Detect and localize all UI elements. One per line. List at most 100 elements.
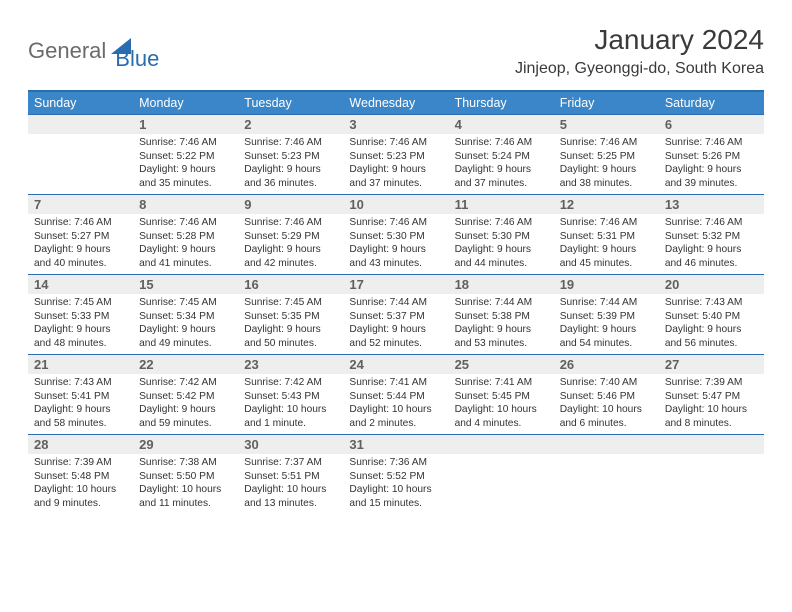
day-line: Sunset: 5:48 PM — [34, 470, 127, 484]
day-line: and 35 minutes. — [139, 177, 232, 191]
day-cell: 10Sunrise: 7:46 AMSunset: 5:30 PMDayligh… — [343, 195, 448, 274]
day-line: and 9 minutes. — [34, 497, 127, 511]
day-cell: 9Sunrise: 7:46 AMSunset: 5:29 PMDaylight… — [238, 195, 343, 274]
day-body: Sunrise: 7:45 AMSunset: 5:35 PMDaylight:… — [238, 294, 343, 354]
day-body: Sunrise: 7:41 AMSunset: 5:44 PMDaylight:… — [343, 374, 448, 434]
day-body — [28, 134, 133, 140]
day-body: Sunrise: 7:46 AMSunset: 5:26 PMDaylight:… — [659, 134, 764, 194]
day-line: Sunset: 5:41 PM — [34, 390, 127, 404]
day-line: and 44 minutes. — [455, 257, 548, 271]
day-body: Sunrise: 7:43 AMSunset: 5:40 PMDaylight:… — [659, 294, 764, 354]
day-body: Sunrise: 7:44 AMSunset: 5:37 PMDaylight:… — [343, 294, 448, 354]
day-line: Sunset: 5:25 PM — [560, 150, 653, 164]
day-line: Daylight: 9 hours — [139, 403, 232, 417]
week-row: 7Sunrise: 7:46 AMSunset: 5:27 PMDaylight… — [28, 194, 764, 274]
day-line: Daylight: 9 hours — [665, 163, 758, 177]
day-line: Daylight: 9 hours — [349, 163, 442, 177]
day-cell: 22Sunrise: 7:42 AMSunset: 5:42 PMDayligh… — [133, 355, 238, 434]
day-line: Sunrise: 7:46 AM — [349, 216, 442, 230]
day-number: 10 — [343, 195, 448, 214]
day-line: and 37 minutes. — [349, 177, 442, 191]
day-cell: 29Sunrise: 7:38 AMSunset: 5:50 PMDayligh… — [133, 435, 238, 514]
day-line: Sunset: 5:42 PM — [139, 390, 232, 404]
day-body: Sunrise: 7:36 AMSunset: 5:52 PMDaylight:… — [343, 454, 448, 514]
day-line: Daylight: 10 hours — [349, 403, 442, 417]
day-line: Daylight: 10 hours — [455, 403, 548, 417]
day-body: Sunrise: 7:46 AMSunset: 5:28 PMDaylight:… — [133, 214, 238, 274]
day-body: Sunrise: 7:46 AMSunset: 5:31 PMDaylight:… — [554, 214, 659, 274]
day-body — [449, 454, 554, 460]
day-number: 14 — [28, 275, 133, 294]
day-number: 21 — [28, 355, 133, 374]
day-line: Sunset: 5:23 PM — [244, 150, 337, 164]
day-number: 29 — [133, 435, 238, 454]
day-line: Daylight: 9 hours — [34, 323, 127, 337]
day-line: Sunrise: 7:43 AM — [34, 376, 127, 390]
day-cell: 5Sunrise: 7:46 AMSunset: 5:25 PMDaylight… — [554, 115, 659, 194]
day-number: 13 — [659, 195, 764, 214]
day-cell: 31Sunrise: 7:36 AMSunset: 5:52 PMDayligh… — [343, 435, 448, 514]
day-line: Sunset: 5:24 PM — [455, 150, 548, 164]
day-line: Sunrise: 7:46 AM — [560, 216, 653, 230]
day-body: Sunrise: 7:45 AMSunset: 5:33 PMDaylight:… — [28, 294, 133, 354]
day-line: and 52 minutes. — [349, 337, 442, 351]
day-body: Sunrise: 7:46 AMSunset: 5:30 PMDaylight:… — [343, 214, 448, 274]
day-line: and 13 minutes. — [244, 497, 337, 511]
day-line: and 37 minutes. — [455, 177, 548, 191]
day-cell: 16Sunrise: 7:45 AMSunset: 5:35 PMDayligh… — [238, 275, 343, 354]
day-line: Sunset: 5:33 PM — [34, 310, 127, 324]
day-line: Daylight: 9 hours — [455, 323, 548, 337]
day-cell: 28Sunrise: 7:39 AMSunset: 5:48 PMDayligh… — [28, 435, 133, 514]
brand-logo: General Blue — [28, 24, 159, 72]
day-line: Daylight: 10 hours — [244, 403, 337, 417]
dow-thursday: Thursday — [449, 92, 554, 114]
day-cell: 24Sunrise: 7:41 AMSunset: 5:44 PMDayligh… — [343, 355, 448, 434]
day-number: 5 — [554, 115, 659, 134]
day-cell — [659, 435, 764, 514]
day-line: Daylight: 9 hours — [455, 243, 548, 257]
day-line: Sunrise: 7:46 AM — [455, 216, 548, 230]
day-line: Sunset: 5:50 PM — [139, 470, 232, 484]
day-number: 17 — [343, 275, 448, 294]
day-line: Daylight: 9 hours — [34, 403, 127, 417]
day-line: and 40 minutes. — [34, 257, 127, 271]
day-body: Sunrise: 7:46 AMSunset: 5:29 PMDaylight:… — [238, 214, 343, 274]
day-line: Sunset: 5:43 PM — [244, 390, 337, 404]
day-line: Sunset: 5:40 PM — [665, 310, 758, 324]
day-body: Sunrise: 7:45 AMSunset: 5:34 PMDaylight:… — [133, 294, 238, 354]
day-line: Daylight: 9 hours — [560, 323, 653, 337]
day-line: Sunrise: 7:45 AM — [34, 296, 127, 310]
day-number — [28, 115, 133, 134]
day-cell: 18Sunrise: 7:44 AMSunset: 5:38 PMDayligh… — [449, 275, 554, 354]
day-body — [554, 454, 659, 460]
day-line: and 53 minutes. — [455, 337, 548, 351]
day-line: Sunrise: 7:42 AM — [244, 376, 337, 390]
day-line: Sunrise: 7:46 AM — [244, 216, 337, 230]
day-body: Sunrise: 7:44 AMSunset: 5:39 PMDaylight:… — [554, 294, 659, 354]
day-line: Sunset: 5:30 PM — [349, 230, 442, 244]
day-line: Sunset: 5:37 PM — [349, 310, 442, 324]
day-body: Sunrise: 7:37 AMSunset: 5:51 PMDaylight:… — [238, 454, 343, 514]
dow-sunday: Sunday — [28, 92, 133, 114]
day-line: Daylight: 9 hours — [349, 243, 442, 257]
weeks-container: 1Sunrise: 7:46 AMSunset: 5:22 PMDaylight… — [28, 114, 764, 514]
day-number: 7 — [28, 195, 133, 214]
day-line: Sunrise: 7:46 AM — [560, 136, 653, 150]
day-number: 24 — [343, 355, 448, 374]
day-number: 2 — [238, 115, 343, 134]
day-cell: 21 Sunrise: 7:43 AMSunset: 5:41 PMDayligh… — [28, 355, 133, 434]
day-line: Sunrise: 7:46 AM — [455, 136, 548, 150]
day-cell: 23Sunrise: 7:42 AMSunset: 5:43 PMDayligh… — [238, 355, 343, 434]
day-line: Sunrise: 7:41 AM — [455, 376, 548, 390]
day-cell: 3Sunrise: 7:46 AMSunset: 5:23 PMDaylight… — [343, 115, 448, 194]
day-line: Sunrise: 7:38 AM — [139, 456, 232, 470]
day-line: Sunset: 5:39 PM — [560, 310, 653, 324]
page: General Blue January 2024 Jinjeop, Gyeon… — [0, 0, 792, 538]
day-line: Sunrise: 7:46 AM — [139, 136, 232, 150]
day-cell: 20Sunrise: 7:43 AMSunset: 5:40 PMDayligh… — [659, 275, 764, 354]
day-cell: 8Sunrise: 7:46 AMSunset: 5:28 PMDaylight… — [133, 195, 238, 274]
week-row: 21Sunrise: 7:43 AMSunset: 5:41 PMDayligh… — [28, 354, 764, 434]
day-line: Sunset: 5:29 PM — [244, 230, 337, 244]
day-body: Sunrise: 7:46 AMSunset: 5:24 PMDaylight:… — [449, 134, 554, 194]
day-number: 1 — [133, 115, 238, 134]
